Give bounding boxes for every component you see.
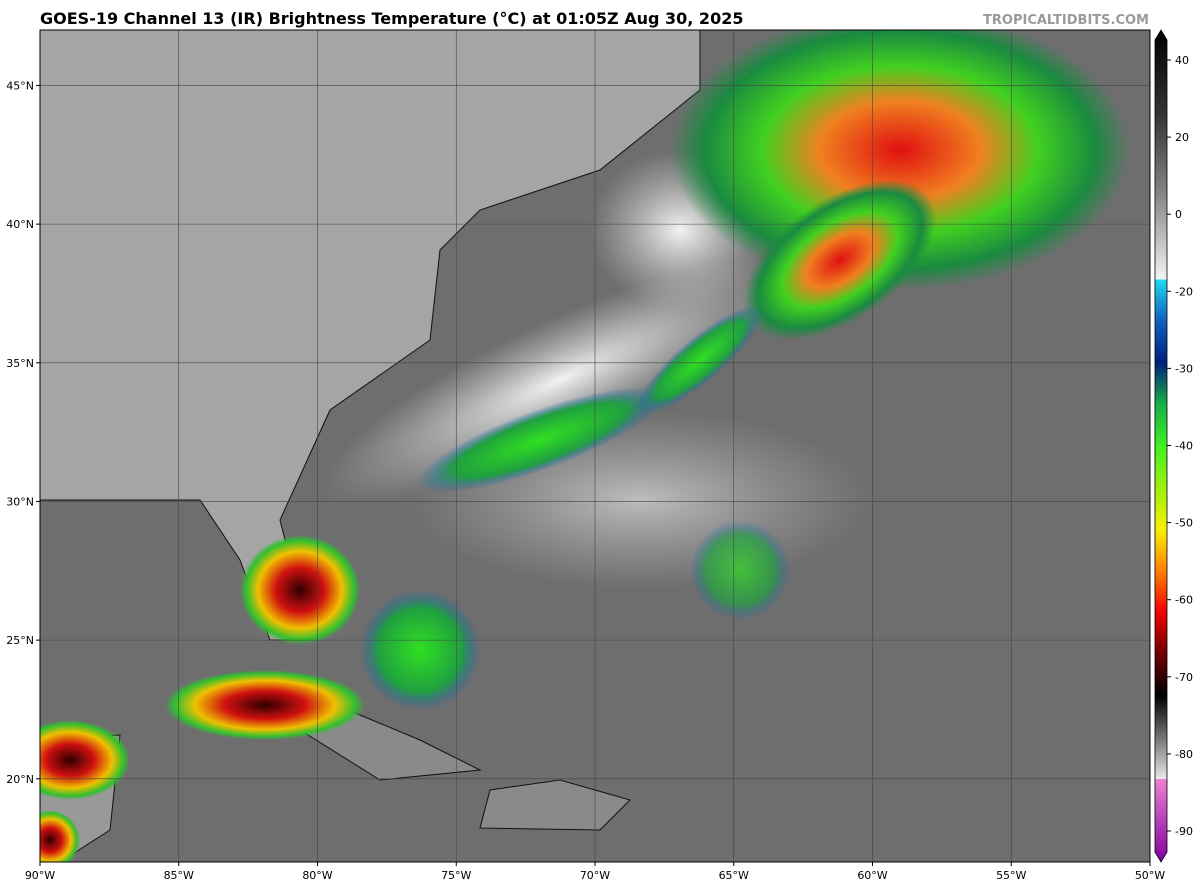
title: GOES-19 Channel 13 (IR) Brightness Tempe… xyxy=(40,9,743,28)
colorbar xyxy=(1154,29,1168,863)
credit: TROPICALTIDBITS.COM xyxy=(983,13,1149,28)
convection xyxy=(690,520,790,620)
colorbar-label: -80 xyxy=(1175,748,1193,761)
lon-label: 90°W xyxy=(25,869,55,882)
lon-label: 60°W xyxy=(857,869,887,882)
convection xyxy=(637,305,763,415)
colorbar-label: -90 xyxy=(1175,825,1193,838)
convection xyxy=(40,810,80,862)
colorbar-label: 20 xyxy=(1175,131,1189,144)
convection xyxy=(40,720,130,800)
lon-label: 65°W xyxy=(719,869,749,882)
convection xyxy=(360,590,480,710)
lat-label: 20°N xyxy=(6,773,34,786)
lon-label: 55°W xyxy=(996,869,1026,882)
lat-label: 40°N xyxy=(6,218,34,231)
colorbar-label: 0 xyxy=(1175,208,1182,221)
lon-label: 50°W xyxy=(1135,869,1165,882)
colorbar-label: -30 xyxy=(1175,362,1193,375)
lon-label: 70°W xyxy=(580,869,610,882)
lon-label: 75°W xyxy=(441,869,471,882)
colorbar-label: 40 xyxy=(1175,54,1189,67)
lon-label: 85°W xyxy=(164,869,194,882)
lat-label: 25°N xyxy=(6,634,34,647)
colorbar-label: -70 xyxy=(1175,671,1193,684)
convection xyxy=(240,535,360,645)
graticule xyxy=(39,30,1151,862)
imagery xyxy=(40,30,1150,862)
land-us xyxy=(40,30,701,641)
axes: 45°N 40°N 35°N 30°N 25°N 20°N 90°W 85°W 80°W 75°W… xyxy=(6,54,1193,882)
lat-label: 45°N xyxy=(6,79,34,92)
colorbar-label: -40 xyxy=(1175,440,1193,453)
colorbar-label: -50 xyxy=(1175,517,1193,530)
convection xyxy=(417,387,663,493)
convection xyxy=(165,670,365,740)
storm-core xyxy=(743,180,937,340)
colorbar-label: -20 xyxy=(1175,285,1193,298)
lon-label: 80°W xyxy=(302,869,332,882)
storm xyxy=(670,30,1130,290)
colorbar-label: -60 xyxy=(1175,594,1193,607)
lat-label: 35°N xyxy=(6,357,34,370)
cloud-band xyxy=(322,257,798,503)
lat-label: 30°N xyxy=(6,495,34,508)
land-hispaniola xyxy=(479,779,631,831)
